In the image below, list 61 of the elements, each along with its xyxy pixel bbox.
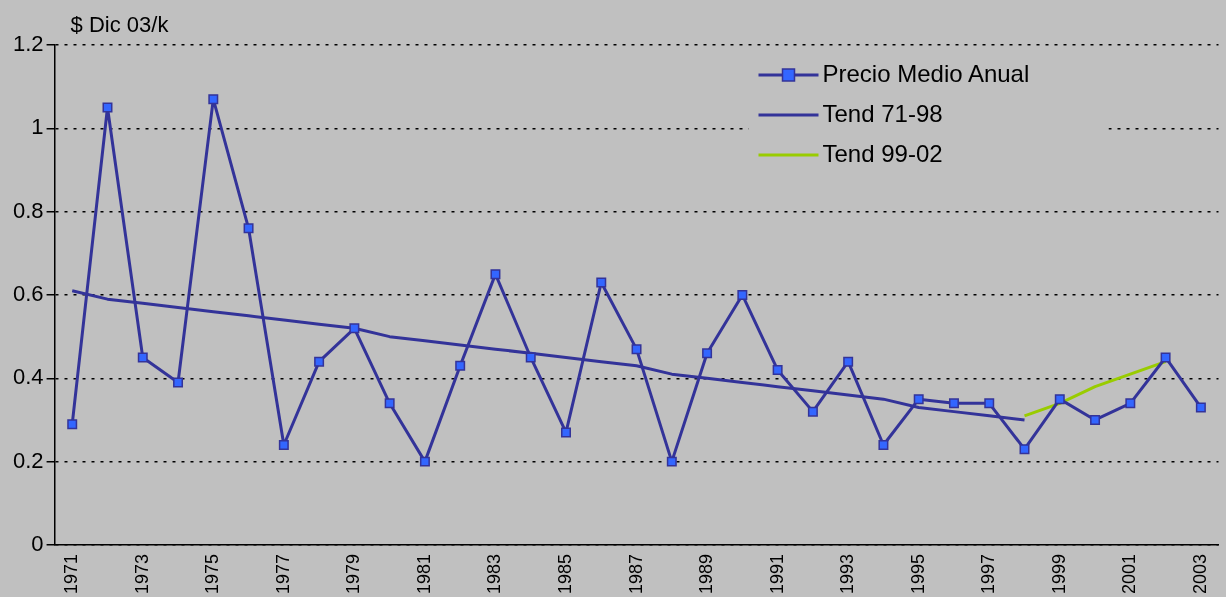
point — [1160, 352, 1171, 363]
point — [525, 352, 536, 363]
point — [419, 456, 430, 467]
y-tick-label: 0.8 — [12, 197, 44, 223]
point — [243, 223, 254, 234]
point — [1019, 444, 1030, 455]
x-tick-label: 1973 — [131, 553, 152, 594]
y-tick-label: 0 — [31, 531, 44, 557]
legend-label: Precio Medio Anual — [822, 59, 1030, 87]
point — [948, 398, 959, 409]
y-tick-label: 1 — [31, 114, 44, 140]
point — [349, 323, 360, 334]
y-tick-label: 1.2 — [12, 31, 44, 57]
x-tick-label: 1987 — [625, 553, 646, 594]
x-tick-label: 1983 — [484, 553, 505, 594]
point — [278, 439, 289, 450]
point — [878, 439, 889, 450]
y-tick-label: 0.6 — [12, 281, 44, 307]
point — [67, 419, 78, 430]
point — [102, 102, 113, 113]
x-tick-label: 1975 — [202, 553, 223, 594]
point — [596, 277, 607, 288]
y-axis-title: $ Dic 03/k — [70, 12, 170, 38]
point — [384, 398, 395, 409]
point — [702, 348, 713, 359]
point — [913, 394, 924, 405]
point — [1195, 402, 1206, 413]
legend-label: Tend 71-98 — [822, 99, 943, 127]
x-tick-label: 1977 — [272, 553, 293, 594]
point — [561, 427, 571, 438]
point — [807, 406, 818, 417]
x-tick-label: 1995 — [907, 553, 928, 594]
point — [772, 364, 783, 375]
y-tick-label: 0.4 — [12, 364, 44, 390]
y-tick-label: 0.2 — [12, 447, 44, 473]
legend-label: Tend 99-02 — [822, 139, 943, 167]
x-tick-label: 2001 — [1119, 553, 1140, 594]
point — [631, 344, 642, 355]
point — [666, 456, 677, 467]
x-tick-label: 1999 — [1048, 553, 1069, 594]
point — [1090, 414, 1101, 425]
point — [1054, 394, 1065, 405]
point — [490, 269, 501, 280]
x-tick-label: 1997 — [978, 553, 999, 594]
point — [984, 398, 995, 409]
point — [455, 360, 466, 371]
x-tick-label: 1993 — [837, 553, 858, 594]
x-tick-label: 1985 — [554, 553, 575, 594]
point — [737, 289, 748, 300]
x-tick-label: 1979 — [343, 553, 364, 594]
x-tick-label: 2003 — [1189, 553, 1210, 594]
x-tick-label: 1991 — [766, 553, 787, 594]
point — [314, 356, 325, 367]
x-tick-label: 1981 — [413, 553, 434, 594]
x-tick-label: 1971 — [61, 553, 82, 594]
point — [137, 352, 148, 363]
point — [173, 377, 184, 388]
point — [1125, 398, 1136, 409]
point — [208, 94, 219, 105]
x-tick-label: 1989 — [696, 553, 717, 594]
point — [843, 356, 854, 367]
